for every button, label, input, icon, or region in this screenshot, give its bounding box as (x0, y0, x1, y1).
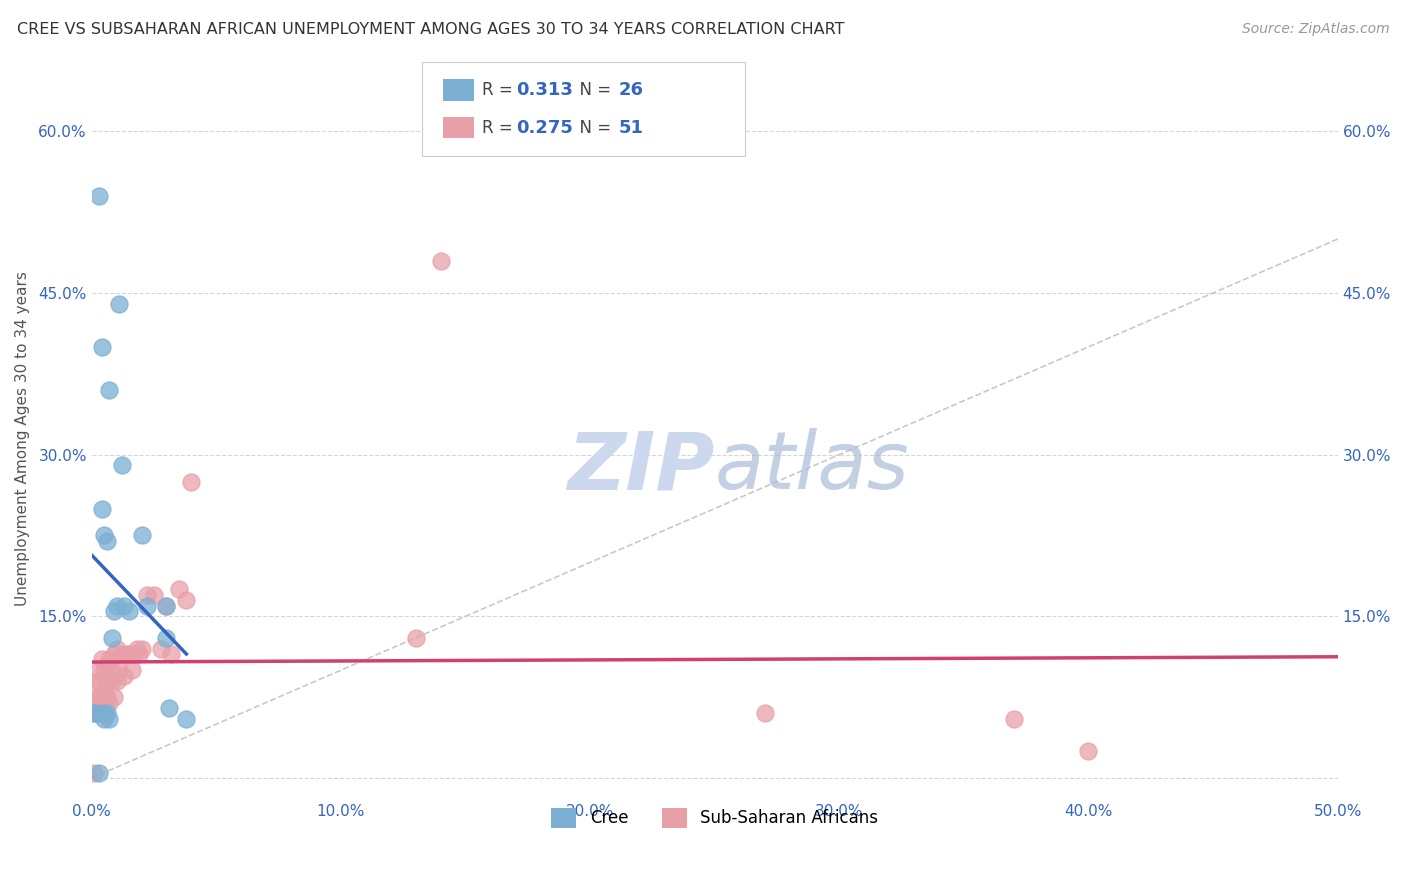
Text: Source: ZipAtlas.com: Source: ZipAtlas.com (1241, 22, 1389, 37)
Point (98, 383, 121, 397)
Point (96, 657, 118, 672)
Point (93, 706, 115, 721)
Point (108, 297, 131, 311)
Point (110, 458, 132, 473)
Point (1077, 744, 1099, 758)
Point (103, 647, 125, 661)
Point (86, 701, 108, 715)
Point (112, 668, 135, 682)
Point (150, 641, 173, 656)
Text: R =: R = (482, 119, 519, 136)
Point (96, 533, 118, 548)
Point (98, 652, 121, 666)
Point (90, 501, 112, 516)
Point (93, 712, 115, 726)
Point (754, 706, 776, 721)
Point (103, 604, 125, 618)
Text: R =: R = (482, 81, 519, 99)
Point (89, 189, 111, 203)
Point (100, 673, 122, 688)
Point (429, 253, 451, 268)
Text: ZIP: ZIP (567, 428, 714, 507)
Point (90, 340, 112, 354)
Point (112, 599, 135, 613)
Point (100, 663, 122, 677)
Point (89, 690, 111, 705)
Point (93, 663, 115, 677)
Point (157, 701, 180, 715)
Point (180, 475, 202, 489)
Point (118, 604, 141, 618)
Point (83, 706, 105, 721)
Point (98, 696, 121, 710)
Point (83, 706, 105, 721)
Point (86, 706, 108, 721)
Text: N =: N = (569, 81, 617, 99)
Point (1002, 712, 1025, 726)
Point (121, 663, 143, 677)
Point (89, 663, 111, 677)
Point (176, 593, 198, 607)
Point (122, 647, 145, 661)
Point (155, 631, 177, 645)
Point (89, 673, 111, 688)
Point (96, 673, 118, 688)
Text: 0.313: 0.313 (516, 81, 572, 99)
Point (96, 706, 118, 721)
Point (93, 706, 115, 721)
Point (86, 690, 108, 705)
Point (155, 599, 177, 613)
Point (131, 641, 153, 656)
Point (105, 599, 128, 613)
Text: 51: 51 (619, 119, 644, 136)
Point (83, 765, 105, 780)
Text: N =: N = (569, 119, 617, 136)
Point (103, 690, 125, 705)
Point (135, 599, 157, 613)
Point (93, 528, 115, 542)
Point (125, 641, 148, 656)
Point (155, 599, 177, 613)
Point (118, 647, 141, 661)
Point (135, 588, 157, 602)
Point (90, 706, 112, 721)
Point (98, 712, 121, 726)
Point (98, 673, 121, 688)
Text: 0.275: 0.275 (516, 119, 572, 136)
Point (90, 652, 112, 666)
Text: 26: 26 (619, 81, 644, 99)
Point (405, 631, 427, 645)
Point (131, 528, 153, 542)
Point (86, 673, 108, 688)
Point (108, 663, 131, 677)
Point (110, 647, 132, 661)
Point (128, 647, 150, 661)
Point (176, 712, 198, 726)
Point (90, 690, 112, 705)
Point (105, 641, 128, 656)
Text: atlas: atlas (714, 428, 910, 507)
Point (89, 706, 111, 721)
Legend: Cree, Sub-Saharan Africans: Cree, Sub-Saharan Africans (544, 801, 884, 835)
Y-axis label: Unemployment Among Ages 30 to 34 years: Unemployment Among Ages 30 to 34 years (15, 271, 30, 606)
Point (100, 631, 122, 645)
Point (167, 582, 190, 597)
Point (93, 685, 115, 699)
Point (96, 690, 118, 705)
Text: CREE VS SUBSAHARAN AFRICAN UNEMPLOYMENT AMONG AGES 30 TO 34 YEARS CORRELATION CH: CREE VS SUBSAHARAN AFRICAN UNEMPLOYMENT … (17, 22, 845, 37)
Point (160, 647, 183, 661)
Point (89, 765, 111, 780)
Point (115, 647, 138, 661)
Point (143, 588, 166, 602)
Point (86, 706, 108, 721)
Point (105, 673, 128, 688)
